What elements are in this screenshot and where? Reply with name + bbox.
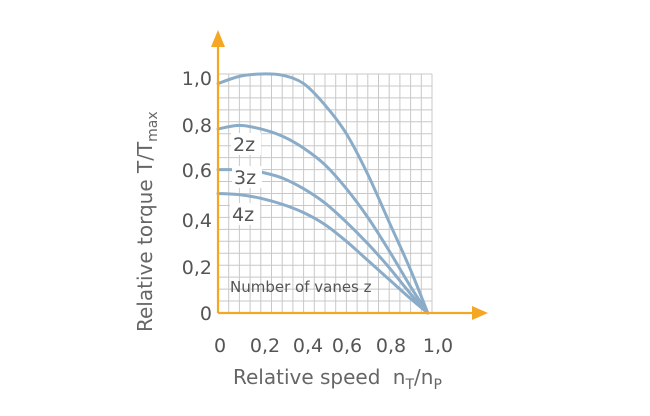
- y-tick-label: 0,2: [182, 257, 212, 279]
- curve-series-2: [216, 123, 430, 315]
- curve-label-2z: 2z: [233, 134, 255, 156]
- y-axis-arrow-icon: [211, 30, 225, 47]
- curve-label-bg: [231, 133, 261, 155]
- x-tick-label: 0,2: [250, 335, 280, 357]
- curve-label-4z: 4z: [232, 204, 254, 226]
- curve-series-3: [246, 168, 430, 315]
- curves: [216, 72, 430, 315]
- y-axis-title: Relative torque T/Tmax: [133, 111, 161, 332]
- y-tick-label: 1,0: [182, 68, 212, 90]
- curve-label-bg: [232, 166, 262, 188]
- curve-label-bg: [230, 203, 260, 225]
- y-tick-label: 0,4: [182, 210, 212, 232]
- x-axis-title-sub2: P: [433, 377, 441, 393]
- curve-series-1: [216, 72, 430, 315]
- grid: [218, 73, 433, 314]
- tick-labels: 0 0,2 0,4 0,6 0,8 1,0 0 0,2 0,4 0,6 0,8 1,0: [182, 68, 453, 357]
- x-tick-label: 0,6: [332, 335, 362, 357]
- y-axis-title-sub: max: [145, 111, 161, 142]
- x-axis-title-var: n: [393, 365, 406, 389]
- x-tick-label: 0,4: [293, 335, 323, 357]
- x-tick-label: 1,0: [423, 335, 453, 357]
- y-axis-title-main: Relative torque T/T: [133, 141, 157, 332]
- x-axis-title-slash: /n: [414, 365, 433, 389]
- x-axis-arrow-icon: [472, 306, 488, 320]
- x-axis-title: Relative speed nT/nP: [233, 365, 442, 393]
- y-tick-label: 0,6: [182, 160, 212, 182]
- x-tick-label: 0: [214, 335, 226, 357]
- curve-labels: 2z 3z 4z: [230, 133, 262, 226]
- x-axis-title-sub1: T: [404, 377, 414, 393]
- y-tick-label: 0,8: [182, 115, 212, 137]
- annotation-vanes: Number of vanes z: [230, 278, 372, 296]
- curve-label-3z: 3z: [234, 167, 256, 189]
- x-axis-title-main: Relative speed: [233, 365, 380, 389]
- x-tick-label: 0,8: [376, 335, 406, 357]
- y-tick-label: 0: [200, 303, 212, 325]
- axes: [211, 30, 488, 320]
- curve-series-4: [216, 192, 430, 315]
